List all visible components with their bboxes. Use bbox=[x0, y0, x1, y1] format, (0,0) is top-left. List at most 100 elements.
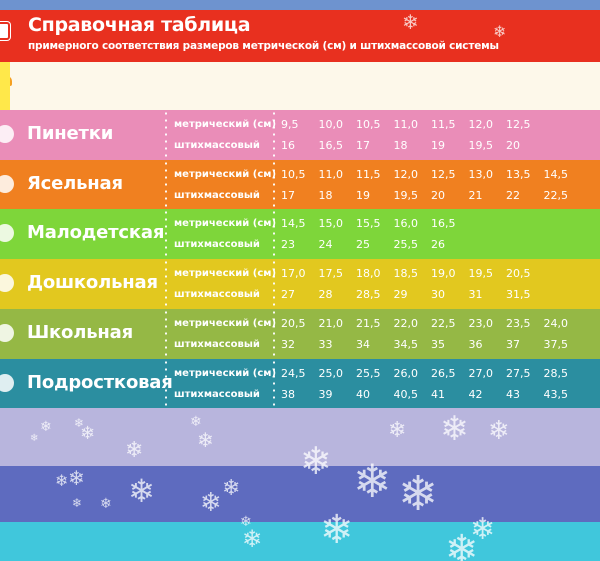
metric-cell: 17,0 bbox=[281, 267, 306, 281]
metric-cell: 12,5 bbox=[431, 167, 456, 181]
title-band: ❄ ❄ bbox=[0, 10, 600, 62]
snowflake-icon: ❄ bbox=[125, 438, 144, 463]
stich-cell: 43 bbox=[506, 387, 520, 401]
snowflake-icon: ❄ bbox=[190, 414, 202, 430]
dotted-divider bbox=[165, 159, 167, 210]
stich-label: штихмассовый bbox=[174, 338, 260, 350]
metric-cell: 10,5 bbox=[356, 118, 381, 131]
snowflake-icon: ❄ bbox=[240, 514, 252, 530]
indigo-band bbox=[0, 466, 600, 522]
stich-cell: 34,5 bbox=[393, 337, 419, 351]
metric-cell: 12,0 bbox=[468, 118, 494, 131]
stich-values: 27 28 28,5 29 30 31 31,5 bbox=[281, 288, 544, 304]
page-title: Справочная таблица bbox=[28, 14, 251, 36]
metric-cell: 22,0 bbox=[393, 316, 419, 330]
metric-label: метрический (см) bbox=[174, 168, 277, 180]
stich-cell: 21 bbox=[468, 188, 483, 202]
stich-cell: 18 bbox=[393, 139, 408, 152]
snowflake-icon: ❄ bbox=[388, 418, 407, 443]
metric-cell: 28,5 bbox=[543, 366, 569, 380]
stich-cell: 37 bbox=[506, 337, 520, 351]
metric-cell: 13,5 bbox=[506, 167, 531, 181]
metric-cell: 20,5 bbox=[506, 267, 531, 281]
lavender-band bbox=[0, 408, 600, 466]
metric-cell: 25,0 bbox=[318, 366, 344, 380]
metric-cell: 27,5 bbox=[506, 366, 531, 380]
snowflake-icon: ❄ bbox=[100, 496, 112, 512]
stich-cell: 25,5 bbox=[393, 238, 419, 252]
cream-band bbox=[0, 62, 600, 110]
stich-cell: 19,5 bbox=[468, 139, 494, 152]
metric-cell: 16,5 bbox=[431, 217, 456, 231]
stich-cell: 17 bbox=[356, 139, 370, 152]
category-name: Ясельная bbox=[27, 172, 123, 194]
stich-cell: 31,5 bbox=[506, 288, 531, 302]
metric-cell: 24,0 bbox=[543, 316, 569, 330]
category-name: Школьная bbox=[27, 321, 133, 343]
stich-cell: 40 bbox=[356, 387, 370, 401]
snowflake-icon: ❄ bbox=[74, 416, 85, 430]
snowflake-icon: ❄ bbox=[30, 433, 39, 444]
snowflake-icon: ❄ bbox=[320, 507, 354, 553]
snowflake-icon: ❄ bbox=[80, 423, 96, 444]
snowflake-icon: ❄ bbox=[398, 466, 439, 522]
umbrella-icon bbox=[0, 323, 14, 342]
category-name: Пинетки bbox=[27, 123, 114, 144]
bootie-icon bbox=[0, 125, 14, 143]
category-name: Подростковая bbox=[27, 371, 173, 393]
snowflake-icon: ❄ bbox=[197, 428, 214, 452]
bag-icon bbox=[0, 22, 10, 40]
metric-cell: 12,5 bbox=[506, 118, 531, 131]
metric-cell: 23,5 bbox=[506, 316, 531, 330]
metric-cell: 21,5 bbox=[356, 316, 381, 330]
stich-values: 23 24 25 25,5 26 bbox=[281, 238, 469, 254]
stich-cell: 26 bbox=[431, 238, 445, 252]
metric-cell: 25,5 bbox=[356, 366, 381, 380]
metric-cell: 18,5 bbox=[393, 267, 419, 281]
stich-values: 32 33 34 34,5 35 36 37 37,5 bbox=[281, 338, 581, 354]
metric-cell: 11,0 bbox=[318, 167, 344, 181]
snowflake-icon: ❄ bbox=[445, 527, 479, 561]
metric-label: метрический (см) bbox=[174, 119, 277, 130]
stich-values: 16 16,5 17 18 19 19,5 20 bbox=[281, 139, 544, 155]
metric-cell: 26,5 bbox=[431, 366, 456, 380]
snowflake-icon: ❄ bbox=[353, 454, 392, 508]
stich-cell: 43,5 bbox=[543, 387, 569, 401]
dotted-divider bbox=[273, 159, 275, 210]
snowflake-icon: ❄ bbox=[402, 10, 419, 34]
stich-cell: 19 bbox=[431, 139, 445, 152]
snowflake-icon: ❄ bbox=[440, 409, 469, 449]
stich-cell: 36 bbox=[468, 337, 483, 351]
stich-cell: 42 bbox=[468, 387, 483, 401]
metric-cell: 19,5 bbox=[468, 267, 494, 281]
dotted-divider bbox=[273, 110, 275, 160]
stich-label: штихмассовый bbox=[174, 239, 260, 251]
dotted-divider bbox=[165, 259, 167, 310]
metric-label: метрический (см) bbox=[174, 367, 277, 379]
size-row: Школьная метрический (см) штихмассовый 20,5… bbox=[0, 308, 600, 359]
size-row: Ясельная метрический (см) штихмассовый 10,5… bbox=[0, 159, 600, 210]
metric-cell: 13,0 bbox=[468, 167, 494, 181]
size-row: Пинетки метрический (см) штихмассовый 9,5 10… bbox=[0, 110, 600, 160]
stich-values: 17 18 19 19,5 20 21 22 22,5 bbox=[281, 189, 581, 205]
metric-cell: 22,5 bbox=[431, 316, 456, 330]
metric-cell: 26,0 bbox=[393, 366, 419, 380]
stich-cell: 32 bbox=[281, 337, 295, 351]
snowflake-icon: ❄ bbox=[300, 439, 332, 483]
dotted-divider bbox=[165, 308, 167, 359]
category-name: Малодетская bbox=[27, 222, 165, 244]
stich-label: штихмассовый bbox=[174, 140, 260, 151]
stich-cell: 33 bbox=[318, 337, 333, 351]
stich-cell: 18 bbox=[318, 188, 333, 202]
metric-cell: 16,0 bbox=[393, 217, 419, 231]
metric-cell: 9,5 bbox=[281, 118, 299, 131]
snowflake-icon: ❄ bbox=[128, 472, 155, 510]
metric-values: 20,5 21,0 21,5 22,0 22,5 23,0 23,5 24,0 bbox=[281, 317, 581, 333]
stich-cell: 34 bbox=[356, 337, 370, 351]
stich-cell: 25 bbox=[356, 238, 370, 252]
stich-cell: 17 bbox=[281, 188, 295, 202]
cyan-band bbox=[0, 522, 600, 561]
stich-label: штихмассовый bbox=[174, 189, 260, 201]
dotted-divider bbox=[165, 358, 167, 409]
snowflake-icon: ❄ bbox=[200, 488, 222, 518]
